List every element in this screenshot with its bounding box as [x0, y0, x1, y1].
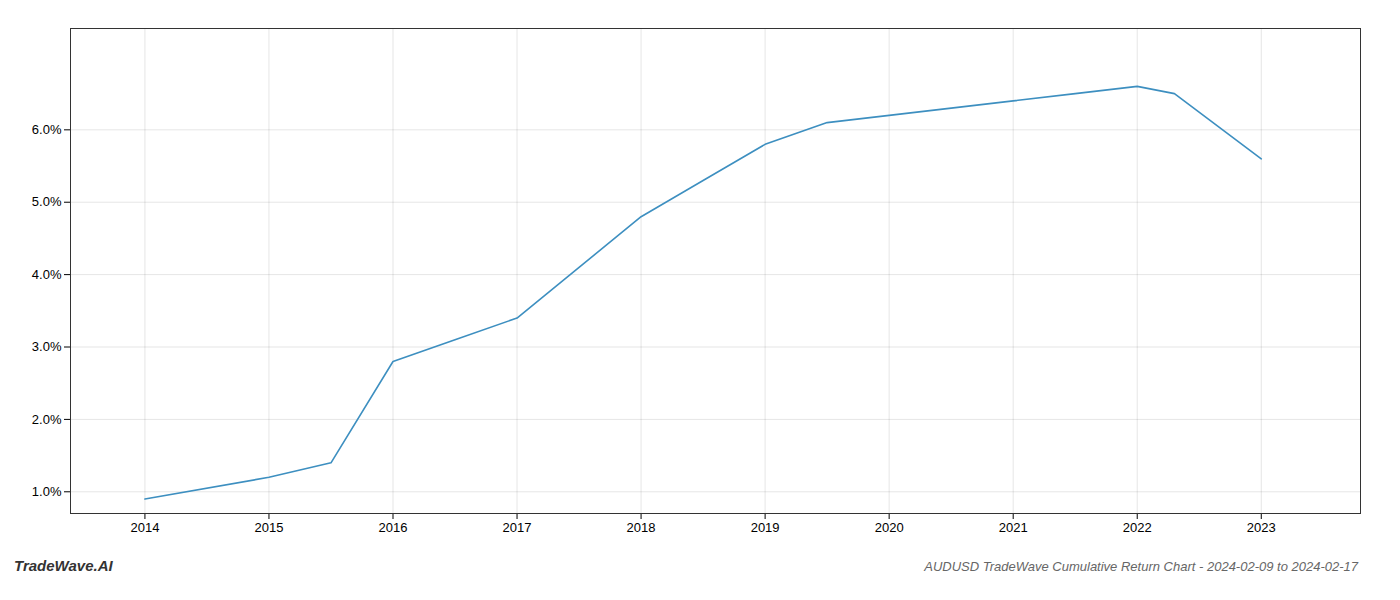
svg-text:2.0%: 2.0%	[32, 412, 62, 427]
html-text:AUDUSD TradeWave Cumulative Re: AUDUSD TradeWave Cumulative Return Chart…	[924, 559, 1358, 574]
svg-text:2023: 2023	[1247, 520, 1276, 535]
svg-text:2019: 2019	[751, 520, 780, 535]
svg-text:4.0%: 4.0%	[32, 267, 62, 282]
svg-text:2020: 2020	[875, 520, 904, 535]
svg-text:2016: 2016	[379, 520, 408, 535]
svg-text:2021: 2021	[999, 520, 1028, 535]
svg-text:2014: 2014	[130, 520, 159, 535]
svg-text:1.0%: 1.0%	[32, 484, 62, 499]
svg-text:3.0%: 3.0%	[32, 339, 62, 354]
svg-text:6.0%: 6.0%	[32, 122, 62, 137]
html-text:TradeWave.AI: TradeWave.AI	[14, 557, 113, 574]
svg-text:5.0%: 5.0%	[32, 194, 62, 209]
svg-text:2022: 2022	[1123, 520, 1152, 535]
svg-text:2018: 2018	[627, 520, 656, 535]
svg-text:2015: 2015	[255, 520, 284, 535]
svg-text:2017: 2017	[503, 520, 532, 535]
